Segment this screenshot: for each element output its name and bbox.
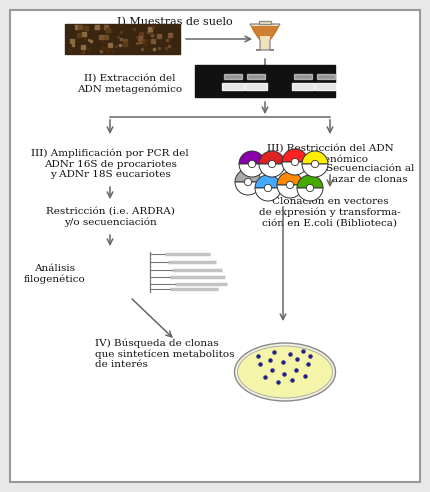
- Wedge shape: [282, 149, 308, 162]
- Wedge shape: [239, 164, 265, 177]
- Wedge shape: [302, 164, 328, 177]
- Bar: [222, 83, 244, 90]
- Wedge shape: [302, 151, 328, 164]
- Circle shape: [292, 158, 299, 166]
- Circle shape: [244, 179, 252, 185]
- Wedge shape: [239, 151, 265, 164]
- Text: III) Restricción del ADN
metagenómico: III) Restricción del ADN metagenómico: [267, 144, 393, 164]
- Text: IV) Búsqueda de clonas
que sintetícen metabolitos
de interés: IV) Búsqueda de clonas que sintetícen me…: [95, 338, 234, 369]
- Wedge shape: [235, 169, 261, 182]
- Bar: [294, 74, 312, 79]
- Circle shape: [249, 160, 256, 168]
- Text: III) Amplificación por PCR del
ADNr 16S de procariotes
y ADNr 18S eucariotes: III) Amplificación por PCR del ADNr 16S …: [31, 149, 189, 179]
- Bar: [292, 83, 314, 90]
- Ellipse shape: [237, 346, 332, 398]
- Text: II) Extracción del
ADN metagenómico: II) Extracción del ADN metagenómico: [77, 74, 183, 94]
- Circle shape: [311, 160, 319, 168]
- Bar: [195, 65, 335, 97]
- Wedge shape: [235, 182, 261, 195]
- Wedge shape: [282, 162, 308, 175]
- Wedge shape: [259, 164, 285, 177]
- Text: Clonación en vectores
de expresión y transforma-
ción en E.coli (Biblioteca): Clonación en vectores de expresión y tra…: [259, 197, 401, 227]
- Bar: [317, 74, 335, 79]
- Text: I) Muestras de suelo: I) Muestras de suelo: [117, 17, 233, 27]
- Circle shape: [268, 160, 276, 168]
- Wedge shape: [277, 185, 303, 198]
- Bar: [224, 74, 242, 79]
- Wedge shape: [297, 188, 323, 201]
- Bar: [315, 83, 337, 90]
- Polygon shape: [251, 26, 279, 40]
- FancyBboxPatch shape: [10, 10, 420, 482]
- Wedge shape: [277, 172, 303, 185]
- Bar: [247, 74, 265, 79]
- Text: Análisis
filogenético: Análisis filogenético: [24, 264, 86, 284]
- Wedge shape: [259, 151, 285, 164]
- Ellipse shape: [234, 343, 335, 401]
- Circle shape: [264, 184, 272, 192]
- Text: Secuenciación al
azar de clonas: Secuenciación al azar de clonas: [326, 164, 414, 184]
- Wedge shape: [255, 175, 281, 188]
- Polygon shape: [250, 24, 280, 50]
- Circle shape: [306, 184, 313, 192]
- Bar: [259, 21, 271, 24]
- Wedge shape: [297, 175, 323, 188]
- Bar: [245, 83, 267, 90]
- Wedge shape: [255, 188, 281, 201]
- Bar: [65, 24, 180, 54]
- Text: Restricción (i.e. ARDRA)
y/o secuenciación: Restricción (i.e. ARDRA) y/o secuenciaci…: [46, 207, 175, 227]
- Circle shape: [286, 182, 294, 188]
